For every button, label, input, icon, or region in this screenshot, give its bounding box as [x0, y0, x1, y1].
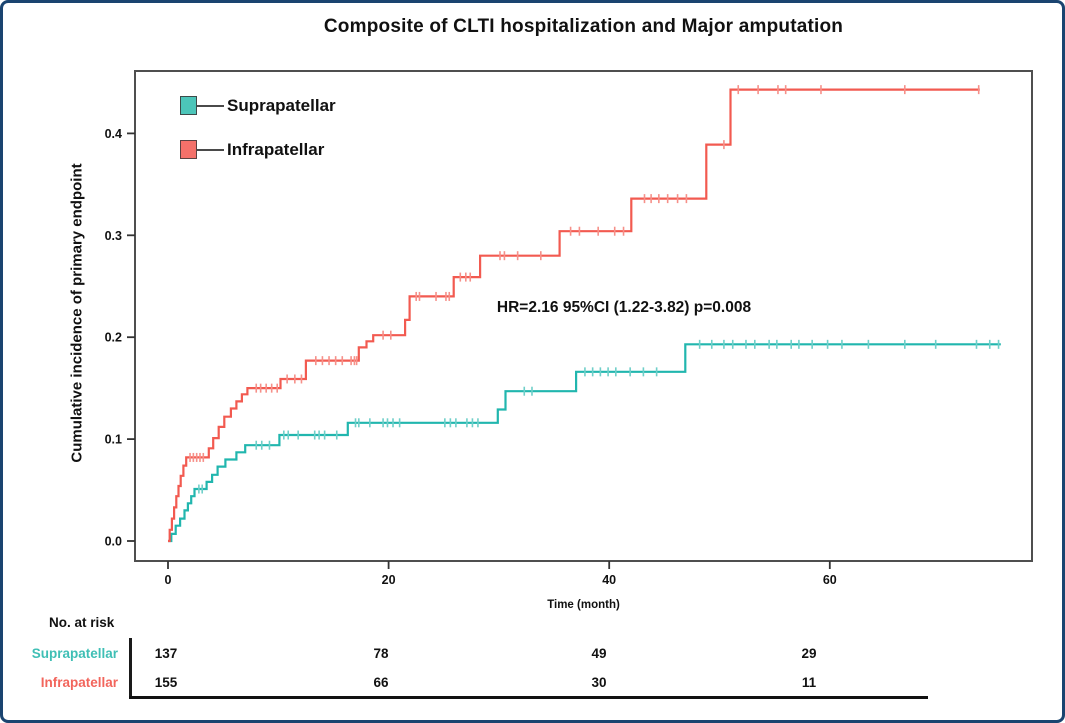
x-tick-label: 40 [602, 573, 616, 587]
risk-count: 29 [801, 646, 817, 661]
infrapatellar-swatch-icon [180, 140, 197, 159]
suprapatellar-swatch-icon [180, 96, 197, 115]
plot-frame [134, 70, 1033, 562]
y-tick-label: 0.4 [105, 127, 122, 141]
y-tick-label: 0.3 [105, 229, 122, 243]
risk-count: 11 [801, 675, 817, 690]
x-tick-label: 60 [823, 573, 837, 587]
risk-count: 155 [154, 675, 178, 690]
x-tick-label: 0 [165, 573, 172, 587]
risk-count: 137 [154, 646, 178, 661]
y-tick-label: 0.1 [105, 433, 122, 447]
risk-count: 30 [591, 675, 607, 690]
y-tick-label: 0.2 [105, 331, 122, 345]
risk-table-horizontal-rule [129, 696, 928, 699]
legend-connector-line [197, 148, 224, 151]
risk-row-label-suprapatellar: Suprapatellar [31, 646, 118, 661]
hazard-ratio-annotation: HR=2.16 95%CI (1.22-3.82) p=0.008 [496, 299, 752, 316]
legend-connector-line [197, 104, 224, 107]
risk-count: 49 [591, 646, 607, 661]
legend-item-infrapatellar: Infrapatellar [180, 139, 336, 160]
legend-label: Suprapatellar [227, 95, 336, 115]
x-axis-label: Time (month) [547, 599, 620, 611]
curve-suprapatellar [168, 343, 1001, 543]
curve-infrapatellar [168, 88, 980, 543]
risk-table-vertical-rule [129, 638, 132, 698]
legend-label: Infrapatellar [227, 139, 325, 159]
risk-count: 66 [373, 675, 389, 690]
legend-item-suprapatellar: Suprapatellar [180, 95, 336, 116]
chart-title: Composite of CLTI hospitalization and Ma… [323, 16, 844, 37]
risk-row-label-infrapatellar: Infrapatellar [40, 675, 118, 690]
y-axis-label: Cumulative incidence of primary endpoint [68, 163, 86, 463]
risk-table-header: No. at risk [49, 615, 115, 630]
km-plot-svg: 0 20 40 60 0.0 0.1 0.2 0.3 0.4 [105, 70, 1033, 587]
y-tick-label: 0.0 [105, 535, 122, 549]
risk-count: 78 [373, 646, 389, 661]
legend: Suprapatellar Infrapatellar [180, 95, 336, 160]
x-tick-label: 20 [382, 573, 396, 587]
